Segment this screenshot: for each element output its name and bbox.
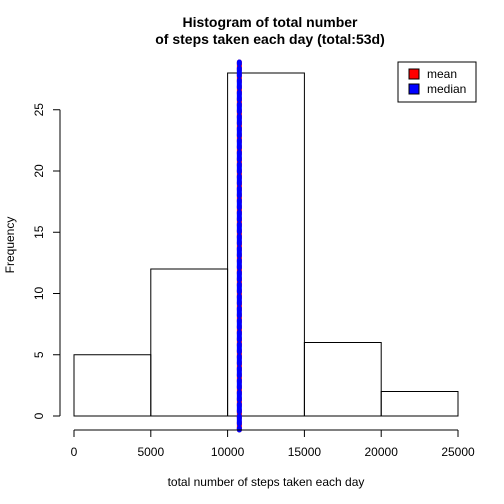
- x-tick-label-5: 25000: [441, 445, 475, 459]
- histogram-bar-1: [151, 269, 228, 416]
- legend-swatch-mean: [409, 69, 419, 79]
- histogram-bar-0: [74, 355, 151, 416]
- y-tick-label-2: 10: [32, 287, 46, 301]
- x-axis-label: total number of steps taken each day: [168, 475, 365, 489]
- chart-title-line-1: Histogram of total number: [182, 14, 358, 30]
- x-tick-label-1: 5000: [137, 445, 164, 459]
- x-tick-label-0: 0: [71, 445, 78, 459]
- y-axis: 0 5 10 15 20 25: [32, 103, 60, 420]
- y-tick-label-3: 15: [32, 225, 46, 239]
- x-tick-label-3: 15000: [288, 445, 322, 459]
- x-axis: 0 5000 10000 15000 20000 25000: [71, 430, 475, 459]
- y-tick-label-0: 0: [32, 412, 46, 419]
- x-tick-label-2: 10000: [211, 445, 245, 459]
- chart-title-line-2: of steps taken each day (total:53d): [155, 31, 385, 47]
- y-axis-label: Frequency: [3, 217, 17, 274]
- y-tick-label-5: 25: [32, 103, 46, 117]
- histogram-bar-3: [304, 343, 381, 417]
- y-tick-label-4: 20: [32, 164, 46, 178]
- legend-label-median: median: [427, 82, 466, 96]
- chart-title: Histogram of total number of steps taken…: [155, 14, 385, 47]
- x-tick-label-4: 20000: [365, 445, 399, 459]
- histogram-bar-4: [381, 392, 458, 417]
- histogram-bars: [74, 73, 458, 416]
- legend-swatch-median: [409, 84, 419, 94]
- y-tick-label-1: 5: [32, 351, 46, 358]
- legend-label-mean: mean: [427, 67, 457, 81]
